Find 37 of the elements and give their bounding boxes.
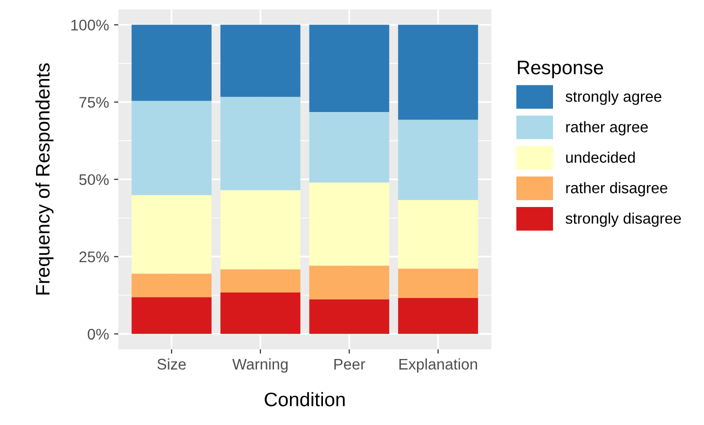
bar	[398, 268, 478, 298]
x-axis-title: Condition	[264, 392, 345, 406]
bar	[309, 182, 390, 266]
bar	[132, 100, 212, 196]
bar	[220, 269, 300, 292]
y-tick-label: 0%	[88, 328, 109, 340]
bar	[398, 298, 478, 334]
legend-label: strongly agree	[566, 90, 662, 105]
bar	[398, 120, 478, 200]
y-tick-label: 50%	[79, 174, 109, 186]
y-tick-label: 25%	[79, 251, 109, 262]
bar	[132, 274, 212, 298]
bar	[398, 200, 478, 269]
bar	[309, 24, 390, 112]
legend-title: Response	[518, 60, 604, 78]
bar	[220, 190, 300, 270]
bar	[309, 299, 390, 334]
bar	[220, 292, 300, 334]
y-tick-label: 75%	[79, 97, 109, 108]
bar	[132, 195, 212, 274]
bar	[309, 266, 390, 300]
x-tick-label: Explanation	[399, 358, 478, 373]
x-tick-label: Size	[157, 358, 186, 370]
y-tick-label: 100%	[71, 20, 109, 30]
bar	[398, 24, 478, 120]
bar	[309, 112, 390, 182]
bar	[132, 297, 212, 334]
y-axis-title: Frequency of Respondents	[35, 63, 54, 294]
x-tick-label: Peer	[334, 358, 366, 370]
bar	[132, 24, 212, 101]
x-tick-label: Warning	[232, 358, 288, 373]
bar	[220, 24, 300, 97]
legend-label: rather disagree	[566, 182, 668, 196]
legend-label: strongly disagree	[566, 212, 681, 227]
bar	[220, 96, 300, 190]
legend-label: undecided	[566, 152, 635, 163]
legend-label: rather agree	[566, 121, 648, 136]
